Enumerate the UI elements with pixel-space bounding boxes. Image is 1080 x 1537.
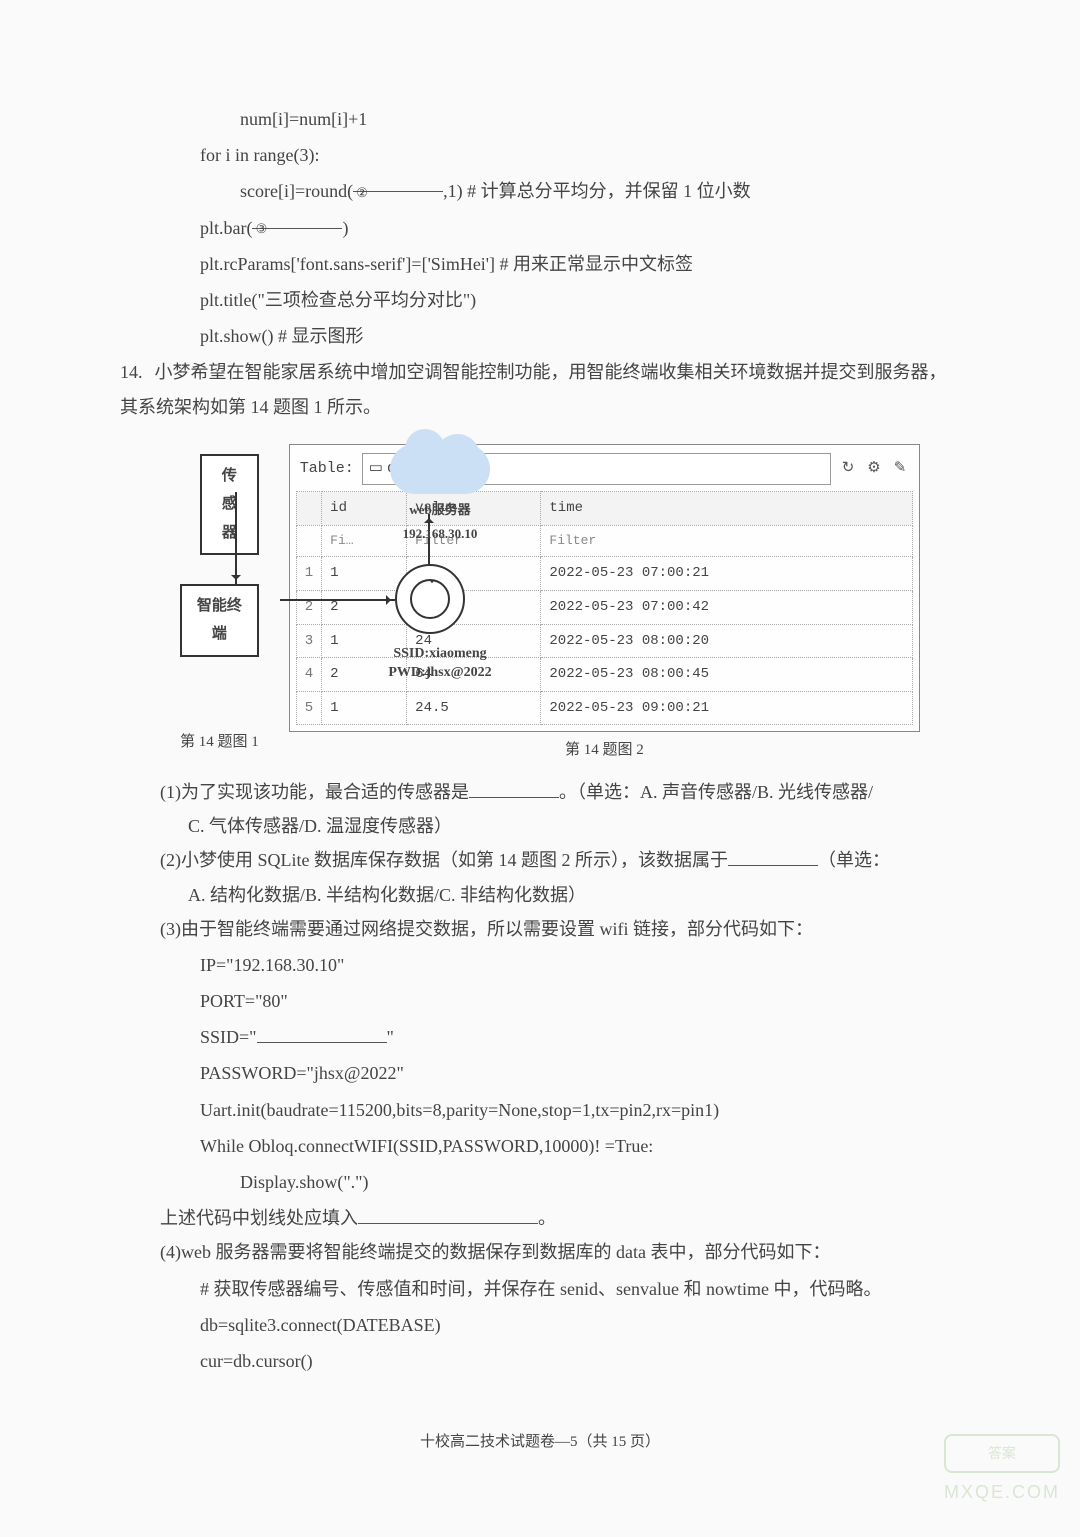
sub2-text-a: (2)小梦使用 SQLite 数据库保存数据（如第 14 题图 2 所示），该数…: [160, 850, 728, 870]
code-line: Display.show("."): [240, 1165, 960, 1199]
sub3-tail: 上述代码中划线处应填入 。: [160, 1201, 960, 1235]
cloud-server: web服务器 192.168.30.10: [370, 444, 510, 524]
code-fragment: SSID=": [200, 1027, 257, 1047]
sub1-text-b: 。（单选：A. 声音传感器/B. 光线传感器/: [559, 782, 873, 802]
row-number: 2: [296, 591, 321, 625]
edit-icon[interactable]: ✎: [891, 455, 909, 484]
figure-row: 传感器 智能终端 web服务器 192.168.30.10 SSID:xiaom…: [180, 444, 920, 765]
code-line: Uart.init(baudrate=115200,bits=8,parity=…: [200, 1093, 960, 1127]
router-icon: [395, 564, 465, 634]
arrow-terminal-router: [280, 599, 395, 601]
col-time[interactable]: time: [541, 492, 913, 526]
arrow-sensor-terminal: [235, 492, 237, 584]
code-fragment: ): [342, 218, 348, 238]
pwd-label: PWD:jhsx@2022: [350, 663, 530, 683]
table-row[interactable]: 11242022-05-23 07:00:21: [296, 557, 912, 591]
circle-number-icon: ②: [353, 184, 371, 202]
subquestion-3: (3)由于智能终端需要通过网络提交数据，所以需要设置 wifi 链接，部分代码如…: [160, 912, 960, 1236]
subquestion-2: (2)小梦使用 SQLite 数据库保存数据（如第 14 题图 2 所示），该数…: [160, 843, 960, 911]
code-line: plt.title("三项检查总分平均分对比"): [200, 283, 960, 317]
subquestion-1: (1)为了实现该功能，最合适的传感器是 。（单选：A. 声音传感器/B. 光线传感…: [160, 775, 960, 843]
blank-2: ②: [353, 174, 443, 192]
blank-ssid: [257, 1025, 387, 1043]
cell-time: 2022-05-23 08:00:45: [541, 658, 913, 692]
code-fragment: ,1) # 计算总分平均分，并保留 1 位小数: [443, 181, 751, 201]
code-line: # 获取传感器编号、传感值和时间，并保存在 senid、senvalue 和 n…: [200, 1272, 960, 1306]
circle-number-icon: ③: [252, 220, 270, 238]
refresh-icon[interactable]: ↻: [839, 455, 857, 484]
sub2-text-b: （单选：: [818, 850, 890, 870]
table-label: Table:: [300, 455, 354, 484]
blank-sub3-ans: [358, 1206, 538, 1224]
figure-1-caption: 第 14 题图 1: [180, 728, 259, 757]
blank-sub1: [469, 780, 559, 798]
code-line: PORT="80": [200, 984, 960, 1018]
row-number: 4: [296, 658, 321, 692]
watermark-box: 答案: [944, 1434, 1060, 1473]
architecture-diagram: 传感器 智能终端 web服务器 192.168.30.10 SSID:xiaom…: [180, 444, 259, 724]
ip-address-label: 192.168.30.10: [370, 522, 510, 547]
ssid-label: SSID:xiaomeng: [350, 644, 530, 664]
question-14: 14. 小梦希望在智能家居系统中增加空调智能控制功能，用智能终端收集相关环境数据…: [120, 355, 960, 423]
web-server-label: web服务器: [370, 498, 510, 523]
cloud-icon: [390, 444, 490, 494]
watermark: 答案 MXQE.COM: [944, 1434, 1060, 1509]
cell-time: 2022-05-23 07:00:42: [541, 591, 913, 625]
sensor-box: 传感器: [200, 454, 259, 556]
sub2-text-c: A. 结构化数据/B. 半结构化数据/C. 非结构化数据）: [188, 878, 960, 912]
subquestion-4: (4)web 服务器需要将智能终端提交的数据保存到数据库的 data 表中，部分…: [160, 1235, 960, 1378]
code-line-with-blank: score[i]=round(②,1) # 计算总分平均分，并保留 1 位小数: [240, 174, 960, 208]
code-fragment: plt.bar(: [200, 218, 252, 238]
code-line: num[i]=num[i]+1: [240, 102, 960, 136]
row-number: 1: [296, 557, 321, 591]
figure-2-caption: 第 14 题图 2: [289, 736, 920, 765]
sub3-tail-a: 上述代码中划线处应填入: [160, 1208, 358, 1228]
filter-blank: [296, 525, 321, 557]
code-line: cur=db.cursor(): [200, 1344, 960, 1378]
cell-time: 2022-05-23 09:00:21: [541, 691, 913, 725]
cell-time: 2022-05-23 07:00:21: [541, 557, 913, 591]
wifi-credentials: SSID:xiaomeng PWD:jhsx@2022: [350, 644, 530, 683]
tool-icon[interactable]: ⚙: [865, 455, 883, 484]
sub1-text-c: C. 气体传感器/D. 温湿度传感器）: [188, 809, 960, 843]
code-line-with-blank: plt.bar(③): [200, 211, 960, 245]
code-line: PASSWORD="jhsx@2022": [200, 1056, 960, 1090]
terminal-box: 智能终端: [180, 584, 259, 657]
code-line: db=sqlite3.connect(DATEBASE): [200, 1308, 960, 1342]
cell-time: 2022-05-23 08:00:20: [541, 624, 913, 658]
code-line-with-blank: SSID=" ": [200, 1020, 960, 1054]
row-number: 5: [296, 691, 321, 725]
table-row[interactable]: 5124.52022-05-23 09:00:21: [296, 691, 912, 725]
blank-sub2: [728, 848, 818, 866]
cell-id: 1: [322, 691, 407, 725]
code-line: plt.rcParams['font.sans-serif']=['SimHei…: [200, 247, 960, 281]
code-block-top: num[i]=num[i]+1 for i in range(3): score…: [200, 102, 960, 353]
question-text: 小梦希望在智能家居系统中增加空调智能控制功能，用智能终端收集相关环境数据并提交到…: [120, 362, 947, 416]
code-fragment: score[i]=round(: [240, 181, 353, 201]
sub4-text: (4)web 服务器需要将智能终端提交的数据保存到数据库的 data 表中，部分…: [160, 1235, 960, 1269]
sub3-text: (3)由于智能终端需要通过网络提交数据，所以需要设置 wifi 链接，部分代码如…: [160, 912, 960, 946]
cell-value: 24.5: [407, 691, 541, 725]
blank-3: ③: [252, 211, 342, 229]
code-line: for i in range(3):: [200, 138, 960, 172]
watermark-text: MXQE.COM: [944, 1475, 1060, 1509]
question-number: 14.: [120, 355, 150, 389]
row-number: 3: [296, 624, 321, 658]
sub4-code-block: # 获取传感器编号、传感值和时间，并保存在 senid、senvalue 和 n…: [200, 1272, 960, 1379]
sub3-tail-b: 。: [538, 1208, 556, 1228]
page-footer: 十校高二技术试题卷—5（共 15 页）: [120, 1428, 960, 1457]
cell-id: 1: [322, 557, 407, 591]
code-fragment: ": [387, 1027, 394, 1047]
wifi-icon: [410, 579, 450, 619]
col-blank: [296, 492, 321, 526]
sub1-text-a: (1)为了实现该功能，最合适的传感器是: [160, 782, 469, 802]
sub3-code-block: IP="192.168.30.10" PORT="80" SSID=" " PAS…: [200, 948, 960, 1199]
code-line: plt.show() # 显示图形: [200, 319, 960, 353]
code-line: While Obloq.connectWIFI(SSID,PASSWORD,10…: [200, 1129, 960, 1163]
code-line: IP="192.168.30.10": [200, 948, 960, 982]
figure-1-wrap: 传感器 智能终端 web服务器 192.168.30.10 SSID:xiaom…: [180, 444, 259, 757]
filter-time[interactable]: Filter: [541, 525, 913, 557]
